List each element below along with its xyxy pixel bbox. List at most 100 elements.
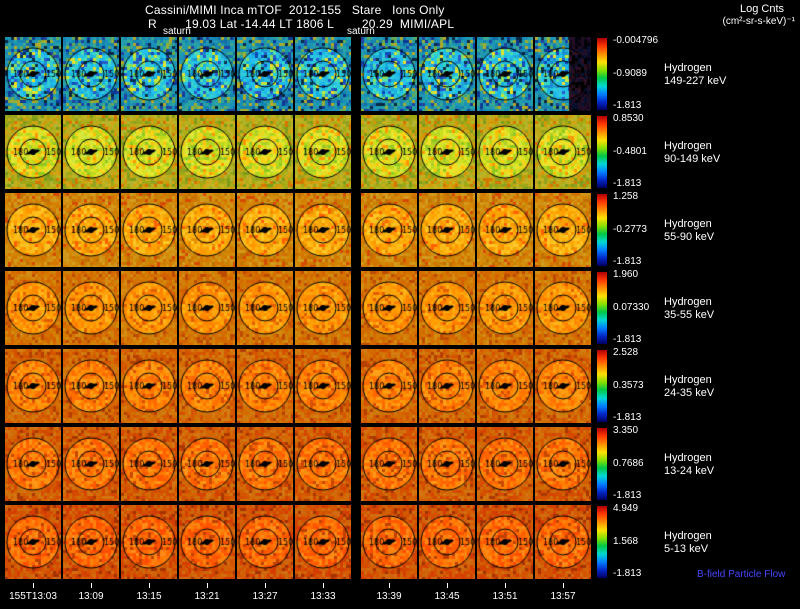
axis-tick <box>323 583 324 588</box>
heatmap-panel <box>63 349 119 423</box>
heatmap-panel <box>237 37 293 111</box>
heatmap-panel <box>237 505 293 579</box>
heatmap-panel <box>361 37 417 111</box>
heatmap-panel <box>535 193 591 267</box>
heatmap-panel <box>63 115 119 189</box>
axis-tick <box>389 583 390 588</box>
panel-strip <box>5 115 593 189</box>
time-tick-label: 13:51 <box>492 591 518 602</box>
heatmap-panel <box>361 427 417 501</box>
band-label: 90-149 keV <box>664 153 721 166</box>
energy-band-label: Hydrogen 35-55 keV <box>664 296 714 322</box>
axis-tick <box>207 583 208 588</box>
bfield-flow-label: B-field Particle Flow <box>697 569 786 580</box>
panel-strip <box>5 505 593 579</box>
colorbar-mid-label: 0.3573 <box>613 380 644 391</box>
time-tick-label: 155T13:03 <box>9 591 57 602</box>
heatmap-panel <box>5 505 61 579</box>
colorbar <box>597 116 607 188</box>
time-tick-label: 13:33 <box>310 591 336 602</box>
heatmap-panel <box>121 115 177 189</box>
heatmap-panel <box>121 271 177 345</box>
heatmap-panel <box>295 115 351 189</box>
species-label: Hydrogen <box>664 452 712 464</box>
axis-tick <box>265 583 266 588</box>
band-label: 5-13 keV <box>664 543 709 556</box>
heatmap-panel <box>361 193 417 267</box>
time-tick-label: 13:09 <box>78 591 104 602</box>
heatmap-panel <box>477 349 533 423</box>
heatmap-panel <box>535 505 591 579</box>
heatmap-panel <box>295 349 351 423</box>
colorbar-units-formula: (cm²-sr-s-keV)⁻¹ <box>722 16 795 27</box>
band-label: 55-90 keV <box>664 231 715 244</box>
heatmap-panel <box>63 505 119 579</box>
colorbar-max-label: 2.528 <box>613 347 639 358</box>
colorbar-min-label: -1.813 <box>613 178 642 189</box>
heatmap-panel <box>179 271 235 345</box>
species-label: Hydrogen <box>664 530 712 542</box>
colorbar-mid-label: 1.568 <box>613 536 639 547</box>
species-label: Hydrogen <box>664 140 712 152</box>
colorbar <box>597 506 607 578</box>
panel-strip <box>5 349 593 423</box>
panel-strip <box>5 193 593 267</box>
heatmap-panel <box>535 271 591 345</box>
axis-tick <box>563 583 564 588</box>
heatmap-panel <box>63 193 119 267</box>
energy-row-13-24-keV: 3.350 0.7686 -1.813 Hydrogen 13-24 keV <box>0 425 800 505</box>
heatmap-panel <box>477 115 533 189</box>
heatmap-panel <box>419 505 475 579</box>
panel-grid: -0.004796 -0.9089 -1.813 Hydrogen 149-227 ke… <box>0 35 800 583</box>
heatmap-panel <box>477 37 533 111</box>
colorbar-min-label: -1.813 <box>613 490 642 501</box>
heatmap-panel <box>179 37 235 111</box>
band-label: 35-55 keV <box>664 309 715 322</box>
colorbar <box>597 428 607 500</box>
axis-tick <box>149 583 150 588</box>
heatmap-panel <box>63 427 119 501</box>
species-label: Hydrogen <box>664 62 712 74</box>
heatmap-panel <box>121 505 177 579</box>
colorbar-min-label: -1.813 <box>613 334 642 345</box>
colorbar-min-label: -1.813 <box>613 100 642 111</box>
time-tick-label: 13:15 <box>136 591 162 602</box>
colorbar-units-title: Log Cnts <box>739 3 784 15</box>
heatmap-panel <box>477 271 533 345</box>
time-tick-label: 13:39 <box>376 591 402 602</box>
heatmap-panel <box>5 349 61 423</box>
colorbar-max-label: 4.949 <box>613 503 639 514</box>
energy-row-24-35-keV: 2.528 0.3573 -1.813 Hydrogen 24-35 keV <box>0 347 800 427</box>
heatmap-panel <box>361 115 417 189</box>
energy-band-label: Hydrogen 5-13 keV <box>664 530 712 556</box>
heatmap-panel <box>361 505 417 579</box>
heatmap-panel <box>535 349 591 423</box>
colorbar-mid-label: -0.2773 <box>613 224 647 235</box>
axis-tick <box>33 583 34 588</box>
colorbar <box>597 38 607 110</box>
heatmap-panel <box>237 115 293 189</box>
page-title: Cassini/MIMI Inca mTOF 2012-155 Stare Io… <box>145 3 445 17</box>
pointing-label: saturn <box>163 26 191 37</box>
colorbar-min-label: -1.813 <box>613 412 642 423</box>
colorbar-min-label: -1.813 <box>613 256 642 267</box>
heatmap-panel <box>5 37 61 111</box>
axis-tick <box>91 583 92 588</box>
panel-strip <box>5 271 593 345</box>
heatmap-panel <box>63 271 119 345</box>
energy-row-55-90-keV: 1.258 -0.2773 -1.813 Hydrogen 55-90 keV <box>0 191 800 271</box>
heatmap-panel <box>295 427 351 501</box>
heatmap-panel <box>121 349 177 423</box>
heatmap-panel <box>419 349 475 423</box>
heatmap-panel <box>477 427 533 501</box>
colorbar-max-label: 0.8530 <box>613 113 644 124</box>
heatmap-panel <box>5 427 61 501</box>
heatmap-panel <box>535 37 591 111</box>
colorbar-mid-label: 0.7686 <box>613 458 644 469</box>
axis-tick <box>447 583 448 588</box>
time-tick-label: 13:21 <box>194 591 220 602</box>
heatmap-panel <box>63 37 119 111</box>
band-label: 24-35 keV <box>664 387 715 400</box>
colorbar-mid-label: -0.4801 <box>613 146 647 157</box>
heatmap-panel <box>179 505 235 579</box>
